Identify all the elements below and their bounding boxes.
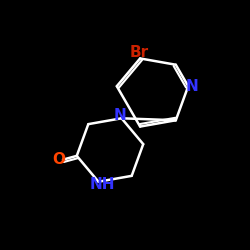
Text: N: N <box>114 108 127 123</box>
Text: Br: Br <box>129 45 148 60</box>
Text: N: N <box>186 79 198 94</box>
Text: O: O <box>52 152 65 167</box>
Text: NH: NH <box>90 177 115 192</box>
